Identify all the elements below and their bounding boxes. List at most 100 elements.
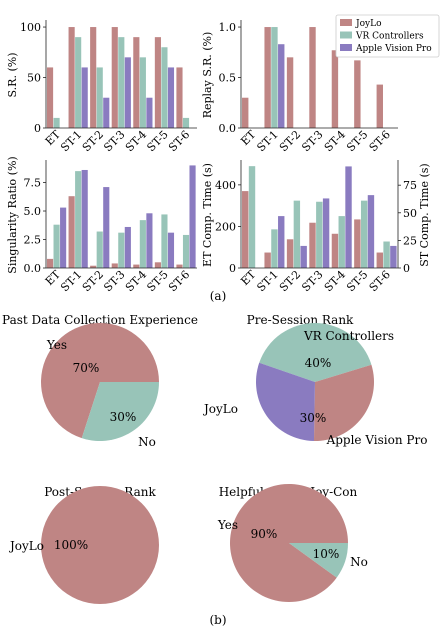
bar-vr-st-4: [139, 220, 146, 268]
x-tick-label: ST-3: [299, 128, 325, 154]
bar-joylo-st-4: [133, 264, 140, 268]
bar-vr-st-3: [118, 232, 125, 268]
bar-joylo-st-4: [331, 50, 339, 129]
pie-pct-label: 10%: [313, 547, 340, 561]
y-tick-label: 5.0: [24, 205, 42, 218]
bar-joylo-st-3: [111, 263, 118, 268]
bar-vr-st-6: [182, 234, 190, 268]
bar-joylo-st-6: [176, 67, 183, 128]
pie-slice-label: JoyLo: [202, 402, 238, 416]
chart-replay: 0.00.51.0ETST-1ST-2ST-3ST-4ST-5ST-6Repla…: [201, 14, 440, 154]
bar-avp-st-5: [367, 195, 375, 268]
bar-avp-st-5: [167, 232, 175, 268]
x-tick-label: ST-4: [322, 128, 348, 154]
x-tick-label: ST-1: [254, 268, 280, 294]
x-tick-label: ST-4: [322, 268, 348, 294]
pie-slice-vr-controllers: [259, 322, 372, 382]
bar-joylo-st-5: [154, 37, 161, 129]
bar-avp-st-1: [81, 169, 88, 268]
pie-slice-label: Yes: [46, 338, 67, 352]
pie-pct-label: 40%: [305, 356, 332, 370]
bar-avp-st-6: [189, 165, 196, 268]
legend-frame: [335, 14, 440, 58]
x-tick-label: ST-2: [80, 268, 106, 294]
x-tick-label: ST-5: [344, 128, 370, 154]
y-axis-label: Singularity Ratio (%): [6, 156, 19, 273]
x-tick-label: ST-1: [58, 128, 84, 154]
pie-pre: Pre-Session Rank 40% VR Controllers 30% JoyL…: [202, 313, 427, 447]
pie-title: Pre-Session Rank: [247, 313, 354, 327]
bar-vr-et: [53, 117, 60, 128]
y-tick-label: 200: [215, 220, 236, 233]
pie-pct-label: 100%: [54, 538, 88, 552]
bar-vr-et: [53, 224, 60, 268]
x-tick-label: ST-3: [299, 268, 325, 294]
y-axis-label: S.R. (%): [6, 53, 19, 98]
bar-avp-st-3: [124, 226, 131, 268]
bar-joylo-st-3: [309, 27, 316, 128]
pie-slice-label: No: [350, 555, 368, 569]
x-tick-label: ST-4: [123, 128, 149, 154]
y2-tick-label: 25: [403, 234, 417, 247]
y-tick-label: 0.0: [24, 262, 42, 275]
pie-slice-joylo: [313, 364, 374, 441]
bar-avp-st-1: [81, 67, 88, 128]
y2-tick-label: 0: [403, 262, 410, 275]
pie-slice-label: JoyLo: [8, 539, 44, 553]
pie-pct-label: 90%: [251, 527, 278, 541]
bar-avp-st-2: [103, 97, 110, 128]
bar-avp-st-4: [345, 166, 352, 268]
chart-singularity: 0.02.55.07.5ETST-1ST-2ST-3ST-4ST-5ST-6Si…: [6, 156, 197, 294]
bar-avp-st-5: [167, 67, 175, 128]
x-tick-label: ST-6: [166, 268, 192, 294]
bar-joylo-et: [242, 191, 249, 268]
bar-vr-st-6: [182, 117, 190, 128]
pie-past: Past Data Collection Experience 70% Yes 30%…: [2, 313, 198, 449]
y-tick-label: 7.5: [24, 177, 42, 190]
bar-joylo-st-4: [331, 233, 339, 268]
y2-tick-label: 75: [403, 179, 417, 192]
bar-vr-st-5: [161, 214, 168, 268]
bar-avp-st-4: [146, 213, 153, 268]
x-tick-label: ST-2: [277, 268, 303, 294]
bar-joylo-st-1: [264, 252, 271, 268]
bar-avp-st-3: [124, 57, 131, 129]
bar-vr-st-4: [338, 216, 345, 268]
pie-post: Post-Session Rank100%JoyLo: [8, 485, 159, 604]
legend-swatch-avp: [340, 44, 352, 51]
bar-joylo-et: [46, 258, 54, 268]
bar-vr-et: [248, 166, 256, 268]
bar-avp-et: [60, 207, 67, 268]
bar-joylo-et: [242, 97, 249, 128]
x-tick-label: ST-5: [144, 268, 170, 294]
y-axis-label: Replay S.R. (%): [201, 32, 214, 119]
y-tick-label: 1.0: [219, 21, 237, 34]
legend-label-vr: VR Controllers: [355, 32, 424, 42]
legend: JoyLo VR Controllers Apple Vision Pro: [335, 14, 440, 58]
caption-b: (b): [209, 613, 226, 627]
legend-label-avp: Apple Vision Pro: [355, 44, 432, 54]
x-tick-label: ST-2: [80, 128, 106, 154]
bar-avp-st-1: [278, 44, 285, 129]
x-tick-label: ST-3: [101, 128, 127, 154]
bar-joylo-st-2: [90, 265, 97, 268]
caption-a: (a): [210, 289, 227, 303]
x-tick-label: ST-6: [367, 268, 393, 294]
pie-pct-label: 30%: [110, 410, 137, 424]
bar-joylo-st-3: [111, 27, 118, 128]
pie-slice-no: [289, 543, 348, 578]
bar-vr-st-5: [360, 200, 368, 268]
bar-joylo-st-1: [68, 196, 75, 268]
bar-joylo-st-6: [376, 252, 383, 268]
y-tick-label: 400: [215, 179, 236, 192]
y-tick-label: 0: [34, 122, 41, 135]
bar-vr-st-3: [316, 201, 323, 268]
pie-slice-yes: [41, 323, 160, 439]
y-tick-label: 0.0: [219, 122, 237, 135]
x-tick-label: ST-5: [144, 128, 170, 154]
pie-slice-label: Yes: [217, 518, 238, 532]
pie-title: Past Data Collection Experience: [2, 313, 198, 327]
bar-vr-st-2: [96, 231, 103, 268]
